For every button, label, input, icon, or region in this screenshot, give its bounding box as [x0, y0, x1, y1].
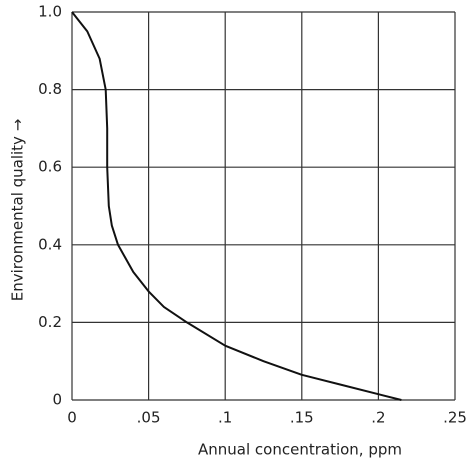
x-tick-label: 0 — [67, 409, 77, 427]
x-tick-label: .2 — [371, 409, 385, 427]
y-tick-label: 0.2 — [38, 313, 62, 331]
y-tick-label: 0.8 — [38, 80, 62, 98]
y-tick-label: 0 — [52, 391, 62, 409]
y-tick-label: 0.6 — [38, 158, 62, 176]
y-axis-label: Environmental quality → — [9, 119, 27, 302]
x-tick-label: .25 — [443, 409, 467, 427]
y-tick-label: 0.4 — [38, 235, 62, 253]
y-tick-label: 1.0 — [38, 3, 62, 21]
x-tick-label: .05 — [137, 409, 161, 427]
data-line — [71, 11, 402, 401]
x-tick-label: .1 — [218, 409, 232, 427]
x-tick-label: .15 — [290, 409, 314, 427]
x-axis-label: Annual concentration, ppm — [198, 441, 402, 459]
